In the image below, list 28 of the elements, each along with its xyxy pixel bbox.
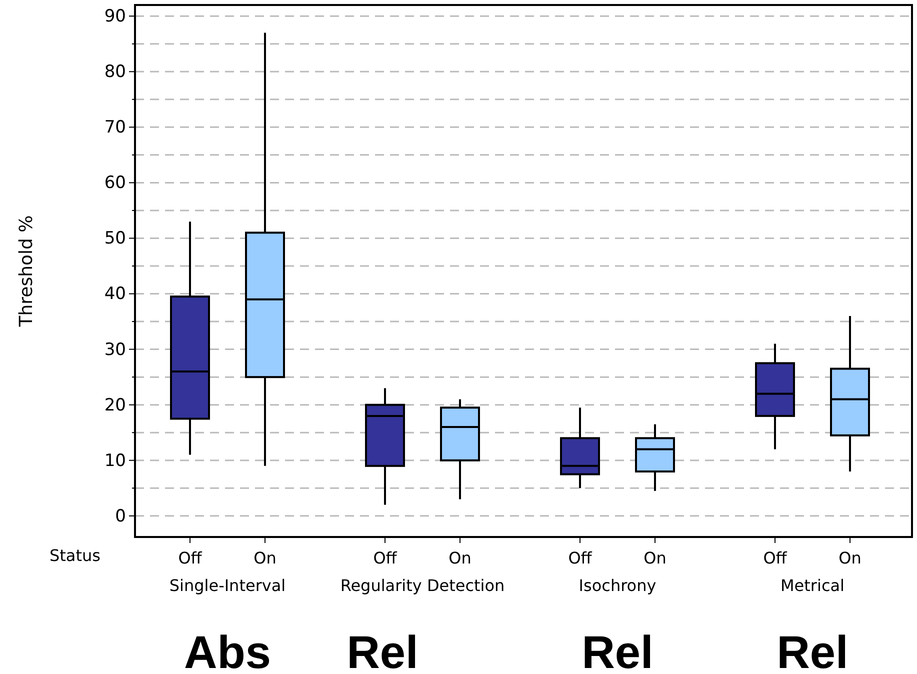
x-tick-label: On xyxy=(838,548,862,568)
text: Rel xyxy=(346,626,418,674)
y-tick-label: 30 xyxy=(104,340,126,360)
x-tick-label: On xyxy=(644,548,666,568)
x-tick-label: Off xyxy=(178,548,203,568)
x-tick-label: On xyxy=(254,548,276,568)
text: Rel xyxy=(776,626,848,674)
y-tick-label: 40 xyxy=(104,284,126,304)
text: Abs xyxy=(184,626,271,674)
x-tick-label: Off xyxy=(373,548,398,568)
y-tick-label: 10 xyxy=(104,450,126,471)
text: Metrical xyxy=(780,576,844,595)
x-tick-label: Off xyxy=(568,548,593,568)
y-axis-title: Threshold % xyxy=(16,215,37,328)
x-tick-label: Off xyxy=(763,548,788,568)
y-tick-label: 50 xyxy=(104,228,126,249)
text: Status xyxy=(50,546,100,565)
y-tick-label: 90 xyxy=(104,6,126,27)
text: Single-Interval xyxy=(169,576,286,595)
y-tick-label: 70 xyxy=(104,118,126,138)
y-tick-label: 60 xyxy=(104,173,126,194)
y-tick-label: 20 xyxy=(104,395,126,416)
x-tick-label: On xyxy=(448,548,472,568)
y-tick-label: 80 xyxy=(104,62,126,82)
text: Regularity Detection xyxy=(340,576,505,595)
text: Isochrony xyxy=(578,576,656,595)
y-tick-label: 0 xyxy=(115,506,126,526)
text: Rel xyxy=(582,626,654,674)
